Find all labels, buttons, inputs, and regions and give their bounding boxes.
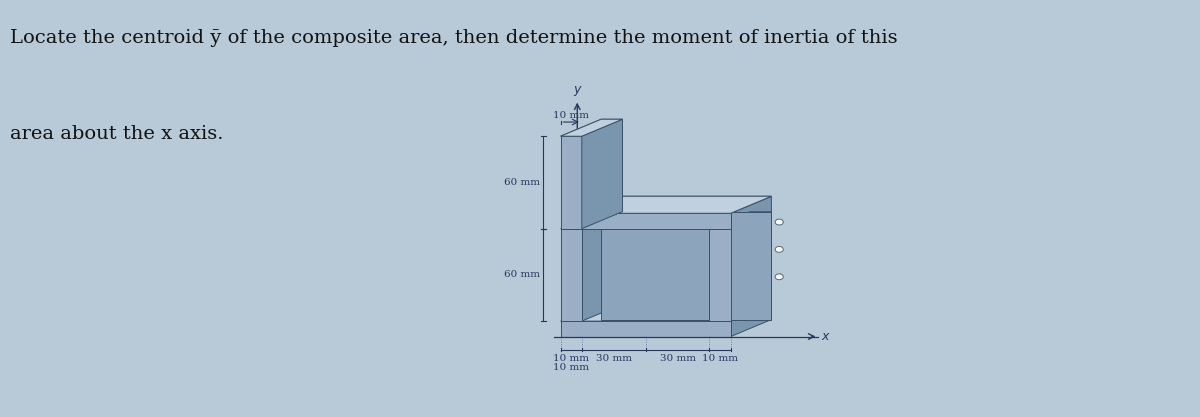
Circle shape [775,246,784,252]
Circle shape [775,219,784,225]
Text: 30 mm: 30 mm [660,354,696,362]
Circle shape [775,274,784,280]
Polygon shape [709,212,772,229]
Polygon shape [582,119,623,229]
Text: Locate the centroid ȳ of the composite area, then determine the moment of inerti: Locate the centroid ȳ of the composite a… [10,29,898,47]
Polygon shape [709,229,731,321]
Text: y: y [574,83,581,96]
Polygon shape [560,119,623,136]
Polygon shape [601,119,623,304]
Polygon shape [582,119,623,229]
Polygon shape [560,304,772,321]
Text: 30 mm: 30 mm [595,354,631,362]
Polygon shape [560,136,582,229]
Polygon shape [560,119,623,136]
Text: 60 mm: 60 mm [504,270,540,279]
Polygon shape [582,213,731,229]
Text: 10 mm: 10 mm [702,354,738,362]
Text: 10 mm: 10 mm [722,272,758,281]
Polygon shape [560,229,582,321]
Polygon shape [731,212,772,321]
Text: area about the x axis.: area about the x axis. [10,125,223,143]
Polygon shape [601,119,772,319]
Polygon shape [731,196,772,229]
Polygon shape [582,196,772,213]
Polygon shape [750,212,772,304]
Polygon shape [582,196,772,213]
Polygon shape [560,321,731,337]
Polygon shape [560,321,731,337]
Polygon shape [560,212,623,229]
Polygon shape [560,136,582,229]
Text: 60 mm: 60 mm [504,178,540,187]
Polygon shape [582,212,623,321]
Polygon shape [582,213,731,229]
Polygon shape [560,229,582,321]
Polygon shape [731,212,772,321]
Text: 10 mm: 10 mm [553,111,589,120]
Polygon shape [709,229,731,321]
Polygon shape [601,304,772,319]
Text: 10 mm: 10 mm [553,354,589,362]
Polygon shape [731,304,772,337]
Text: x: x [822,330,829,343]
Text: 10 mm: 10 mm [553,362,589,372]
